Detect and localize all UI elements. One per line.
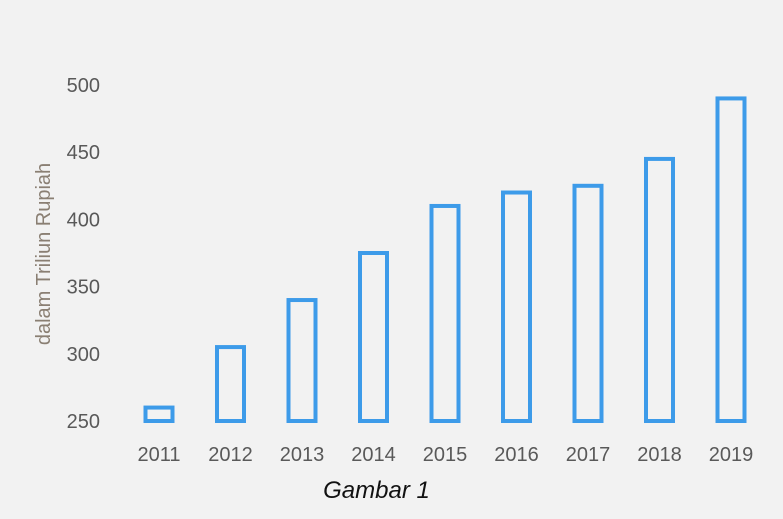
x-tick-label-2012: 2012 xyxy=(208,444,253,466)
bar-2019 xyxy=(715,96,747,423)
y-tick-label-250: 250 xyxy=(67,411,100,433)
bar-2017 xyxy=(572,183,604,423)
bar-2011 xyxy=(143,405,175,423)
bar-2014 xyxy=(358,251,389,423)
x-tick-label-2016: 2016 xyxy=(494,444,539,466)
x-axis-ticks: 2011 2012 2013 2014 2015 2016 2017 2018 2019 xyxy=(137,444,753,466)
bar-2013 xyxy=(286,298,318,424)
y-tick-label-500: 500 xyxy=(67,75,100,97)
x-tick-label-2017: 2017 xyxy=(566,444,611,466)
x-tick-label-2013: 2013 xyxy=(280,444,325,466)
bars xyxy=(143,96,747,424)
bar-2012 xyxy=(215,345,246,423)
x-tick-label-2015: 2015 xyxy=(423,444,468,466)
y-tick-label-300: 300 xyxy=(67,344,100,366)
x-tick-label-2014: 2014 xyxy=(351,444,396,466)
figure-caption: Gambar 1 xyxy=(323,477,430,504)
x-tick-label-2019: 2019 xyxy=(709,444,754,466)
y-tick-label-400: 400 xyxy=(67,209,100,231)
y-tick-label-450: 450 xyxy=(67,142,100,164)
x-tick-label-2011: 2011 xyxy=(137,444,180,466)
bar-2015 xyxy=(429,203,461,423)
y-axis-ticks: 250 300 350 400 450 500 xyxy=(67,75,100,433)
bar-2016 xyxy=(501,190,532,423)
y-tick-label-350: 350 xyxy=(67,277,100,299)
y-axis-label: dalam Triliun Rupiah xyxy=(33,163,55,345)
x-tick-label-2018: 2018 xyxy=(637,444,682,466)
bar-2018 xyxy=(644,156,675,423)
